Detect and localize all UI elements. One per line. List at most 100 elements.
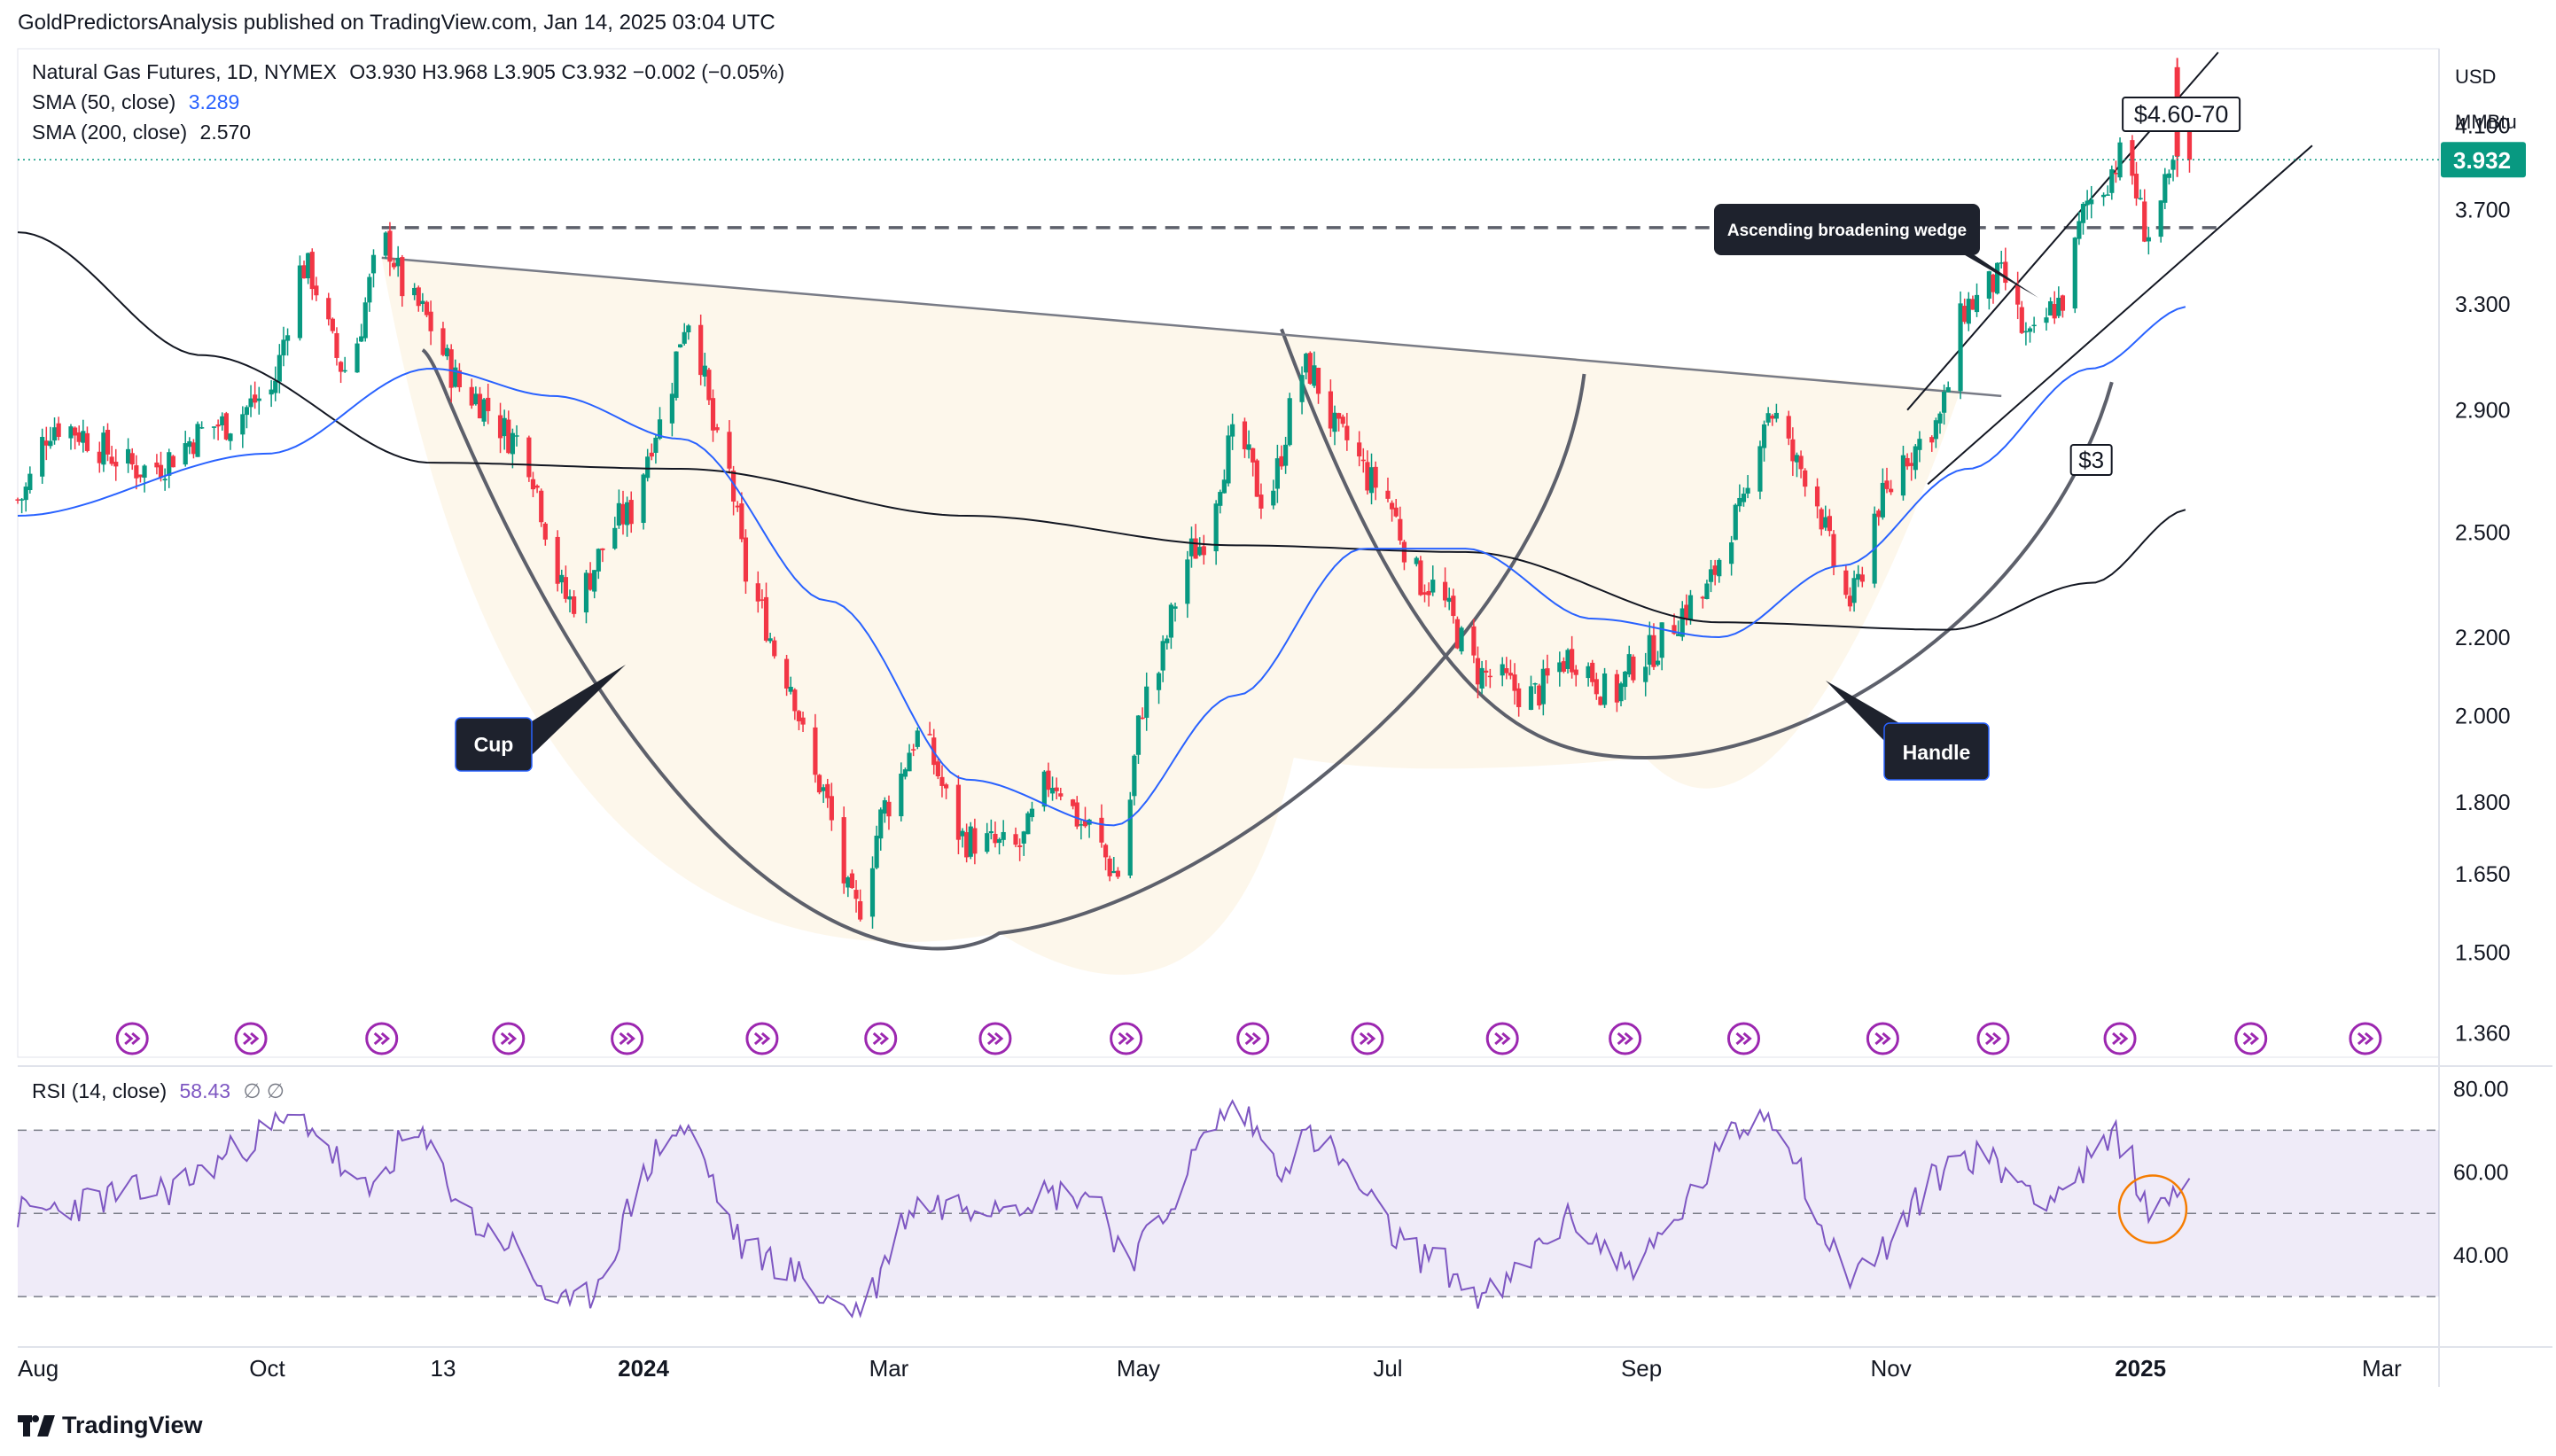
candle [1974, 283, 1980, 317]
candle [1986, 270, 1991, 310]
contract-roll-icon[interactable] [611, 1022, 644, 1055]
symbol-legend[interactable]: Natural Gas Futures, 1D, NYMEX O3.930 H3… [32, 60, 784, 84]
contract-roll-icon[interactable] [115, 1022, 149, 1055]
candle-body [228, 433, 233, 441]
candle-body [105, 430, 111, 455]
candle [1516, 682, 1522, 717]
candle [1843, 564, 1849, 599]
contract-roll-icon[interactable] [1866, 1022, 1899, 1055]
candle [1626, 645, 1632, 678]
candle [1512, 663, 1517, 705]
candle-body [1111, 870, 1117, 874]
contract-roll-icon[interactable] [2234, 1022, 2268, 1055]
candle [481, 398, 487, 426]
candle-body [1913, 446, 1918, 471]
candle [1140, 707, 1145, 720]
candle-body [698, 324, 704, 376]
contract-roll-icon[interactable] [745, 1022, 779, 1055]
candle-body [269, 389, 274, 395]
candle [2158, 199, 2163, 243]
candle [448, 344, 454, 403]
candle [1307, 351, 1313, 385]
wedge-callout [1714, 204, 2038, 298]
candle-body [1651, 635, 1656, 667]
contract-roll-icon[interactable] [365, 1022, 399, 1055]
sma50-legend[interactable]: SMA (50, close) 3.289 [32, 90, 239, 114]
candle-body [2186, 128, 2193, 160]
candle [1823, 505, 1828, 531]
icon-arrows [500, 1032, 518, 1046]
publisher-header: GoldPredictorsAnalysis published on Trad… [18, 11, 775, 35]
candle [1712, 559, 1718, 586]
wedge-callout-box [1714, 204, 1980, 255]
candle [1107, 855, 1112, 882]
candle-body [2072, 237, 2077, 309]
contract-roll-icon[interactable] [1485, 1022, 1519, 1055]
candle [2044, 308, 2049, 331]
candle-body [1135, 715, 1142, 755]
candle [183, 431, 188, 467]
candle [97, 441, 102, 473]
candle [334, 327, 339, 366]
candle [2072, 237, 2077, 314]
candle [244, 405, 250, 429]
contract-roll-icon[interactable] [2103, 1022, 2137, 1055]
icon-arrows [1735, 1032, 1752, 1046]
candle [297, 255, 303, 341]
contract-roll-icon[interactable] [1609, 1022, 1642, 1055]
candle [1700, 596, 1705, 609]
candle [1471, 619, 1477, 664]
time-tick-label: Oct [249, 1355, 285, 1382]
contract-roll-icon[interactable] [978, 1022, 1012, 1055]
contract-roll-icon[interactable] [1726, 1022, 1760, 1055]
contract-roll-icon[interactable] [1236, 1022, 1270, 1055]
candle-body [1999, 262, 2004, 264]
candle [1201, 534, 1206, 565]
contract-roll-icon[interactable] [234, 1022, 268, 1055]
candle-body [1684, 604, 1689, 619]
contract-roll-icon[interactable] [1110, 1022, 1143, 1055]
candle-body [1512, 674, 1517, 691]
candle [1586, 662, 1591, 687]
candle [1545, 654, 1550, 684]
candle-body [2027, 328, 2033, 332]
contract-roll-icon[interactable] [2349, 1022, 2382, 1055]
sma200-legend[interactable]: SMA (200, close) 2.570 [32, 121, 251, 144]
price-tick-label: 1.360 [2455, 1021, 2511, 1046]
contract-roll-icon[interactable] [492, 1022, 526, 1055]
candle [1655, 650, 1661, 667]
contract-roll-icon[interactable] [1976, 1022, 2010, 1055]
candle [739, 492, 744, 542]
candle [526, 435, 532, 482]
candle [1332, 405, 1337, 446]
candle [1357, 431, 1362, 467]
contract-roll-icon[interactable] [864, 1022, 898, 1055]
candle-body [1274, 458, 1280, 489]
candle-body [1430, 580, 1436, 593]
brand-name: TradingView [62, 1412, 203, 1438]
candle [2166, 169, 2172, 185]
candle [281, 326, 286, 367]
sma50-label: SMA (50, close) [32, 90, 176, 113]
candle [1365, 450, 1370, 495]
tradingview-logo[interactable]: TradingView [18, 1412, 203, 1439]
candle-body [1676, 634, 1681, 636]
candle-body [240, 414, 245, 435]
tradingview-logo-icon [18, 1414, 55, 1437]
candle [486, 384, 491, 424]
rsi-legend[interactable]: RSI (14, close) 58.43 ∅ ∅ [32, 1079, 284, 1103]
candle-body [367, 276, 372, 303]
candle [1570, 635, 1575, 679]
candle [1115, 867, 1120, 879]
candle-body [416, 287, 421, 307]
candle [412, 283, 417, 300]
candle-body [2105, 194, 2110, 196]
candle [1251, 448, 1256, 477]
event-icons [115, 1022, 2382, 1055]
contract-roll-icon[interactable] [1351, 1022, 1384, 1055]
candle-body [825, 783, 830, 798]
candle [1827, 509, 1832, 537]
icon-arrows [243, 1032, 260, 1046]
candle-body [1570, 649, 1575, 673]
candle-body [821, 787, 826, 791]
